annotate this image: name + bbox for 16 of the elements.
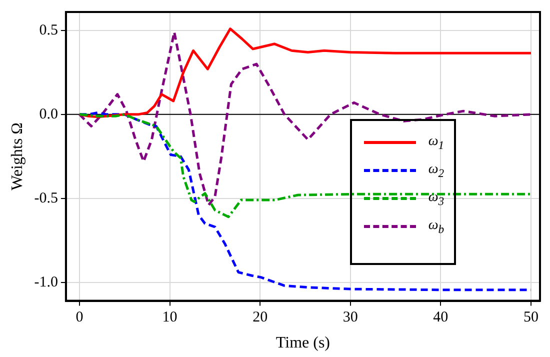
x-axis-title: Time (s) (276, 334, 330, 352)
x-tick-label: 50 (523, 310, 538, 326)
y-tick-label: -1.0 (34, 274, 58, 290)
y-tick-label: 0.5 (39, 22, 58, 38)
x-tick-label: 40 (433, 310, 448, 326)
x-tick-label: 30 (342, 310, 358, 326)
legend-label: ω$_{2}$ (428, 162, 444, 180)
y-axis-title: Weights Ω (8, 122, 26, 190)
x-tick-label: 10 (162, 310, 178, 326)
legend-label: ω$_{1}$ (428, 134, 444, 152)
x-tick-label: 20 (252, 310, 268, 326)
legend-label: ω$_{3}$ (428, 190, 444, 208)
y-tick-label: -0.5 (34, 190, 58, 206)
legend-label: ω$_{b}$ (428, 218, 444, 236)
y-tick-label: 0.0 (39, 106, 58, 122)
x-tick-label: 0 (76, 310, 84, 326)
